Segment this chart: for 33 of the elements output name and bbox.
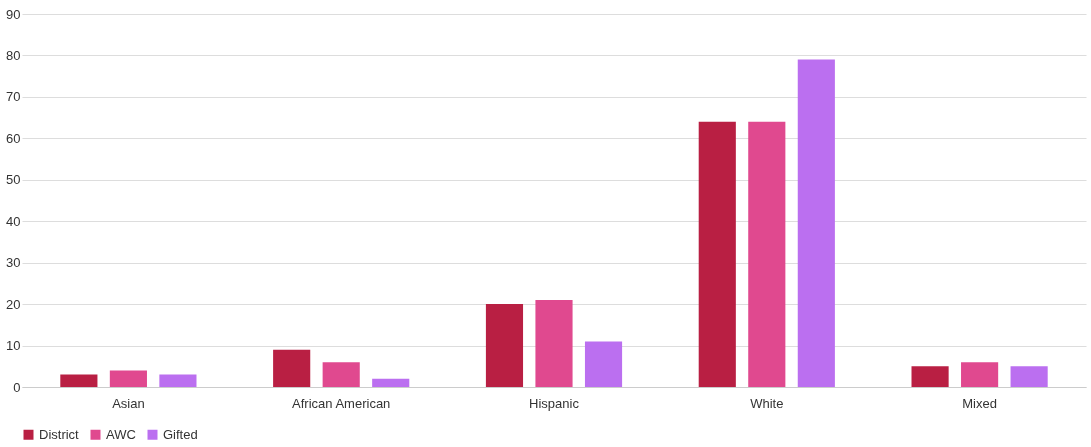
y-tick-label: 40 (6, 213, 21, 229)
bar (1010, 366, 1048, 387)
bar (322, 362, 360, 387)
x-tick-label: African American (292, 395, 391, 411)
y-tick-label: 0 (13, 379, 21, 395)
y-tick-label: 30 (6, 255, 21, 271)
bar (535, 299, 573, 387)
bar (372, 378, 410, 387)
y-tick-label: 90 (6, 6, 21, 22)
x-tick-label: Mixed (962, 395, 997, 411)
y-tick-label: 60 (6, 130, 21, 146)
legend-label: District (39, 426, 80, 442)
bar (748, 121, 786, 387)
x-tick-label: Asian (112, 395, 145, 411)
legend-label: AWC (106, 426, 136, 442)
y-tick-label: 70 (6, 89, 21, 105)
bar (584, 341, 623, 387)
bar (485, 304, 524, 387)
bar (60, 374, 98, 387)
y-tick-label: 50 (6, 172, 21, 188)
bar (961, 362, 999, 387)
bar (159, 374, 197, 387)
bar (797, 59, 835, 387)
bar (698, 121, 736, 387)
bar (911, 366, 949, 387)
bar (273, 349, 311, 387)
bar (109, 370, 147, 387)
x-tick-label: White (750, 395, 784, 411)
y-tick-label: 20 (6, 296, 21, 312)
x-tick-label: Hispanic (529, 395, 580, 411)
legend-label: Gifted (163, 426, 198, 442)
y-tick-label: 10 (6, 338, 21, 354)
y-tick-label: 80 (6, 47, 21, 63)
